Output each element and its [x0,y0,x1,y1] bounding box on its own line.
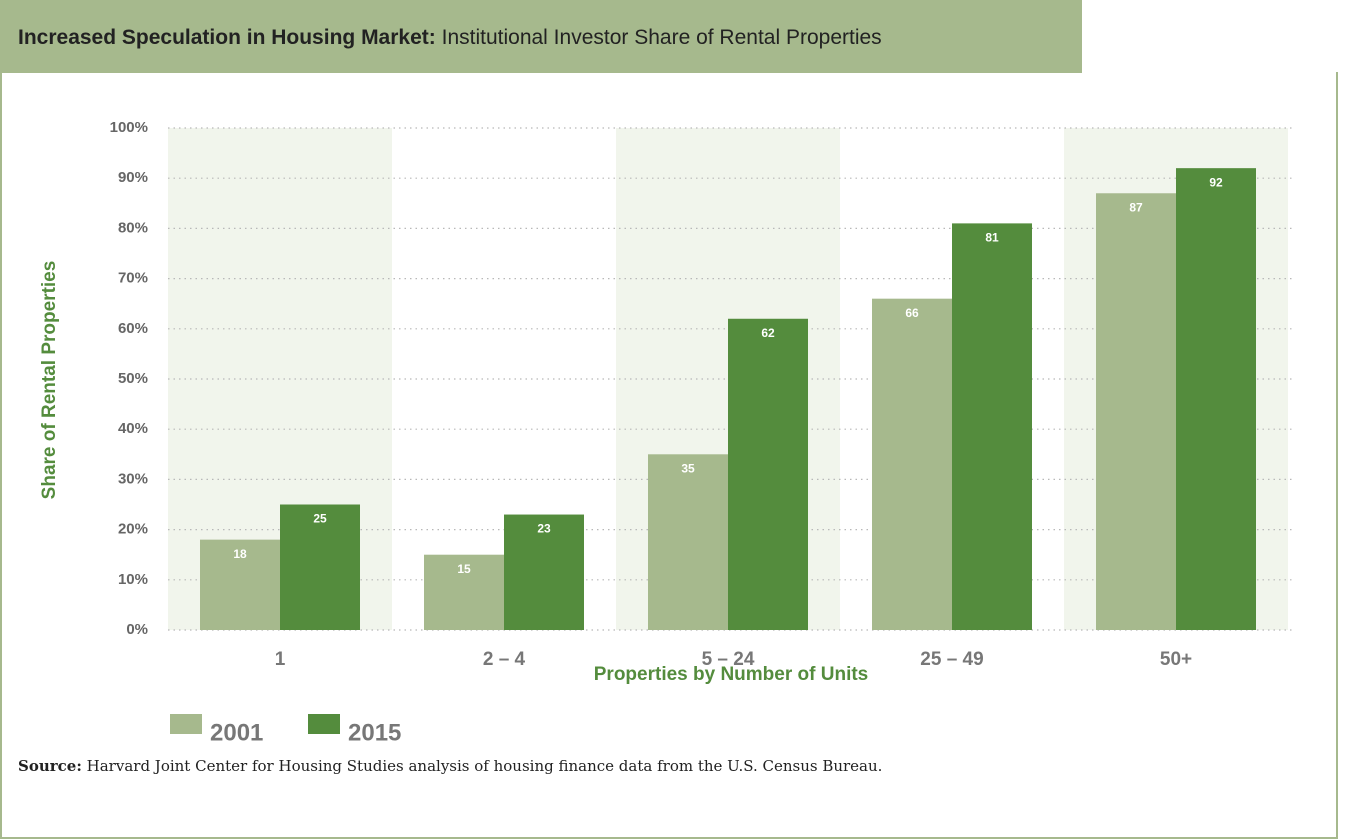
y-tick-label: 80% [118,219,148,236]
data-label: 25 [313,512,327,526]
bar [728,318,808,630]
data-label: 15 [457,562,471,576]
y-tick-label: 40% [118,420,148,437]
data-label: 87 [1129,200,1143,214]
data-label: 81 [985,231,999,245]
x-tick-label: 1 [275,649,286,670]
y-tick-label: 100% [110,119,148,136]
bar [648,454,728,630]
bar [280,504,360,630]
data-label: 23 [537,522,551,536]
chart-title: Increased Speculation in Housing Market: [18,26,436,49]
x-tick-label: 50+ [1160,649,1192,670]
header: Increased Speculation in Housing Market:… [0,0,1082,73]
chart-subtitle: Institutional Investor Share of Rental P… [441,26,882,49]
data-label: 18 [233,547,247,561]
legend-swatch [308,714,340,734]
x-axis-label: Properties by Number of Units [594,664,869,685]
y-tick-label: 90% [118,169,148,186]
y-tick-label: 10% [118,571,148,588]
bar [504,514,584,630]
y-axis-label: Share of Rental Properties [39,261,60,500]
source-label: Source: [18,757,82,775]
x-tick-label: 2 – 4 [483,649,526,670]
y-tick-label: 0% [126,621,148,638]
bar [872,298,952,630]
y-tick-label: 30% [118,470,148,487]
bar [1096,193,1176,630]
data-label: 35 [681,461,695,475]
legend-swatch [170,714,202,734]
bar [200,539,280,630]
y-tick-label: 20% [118,521,148,538]
y-tick-label: 50% [118,370,148,387]
x-tick-label: 25 – 49 [920,649,983,670]
bar [1176,168,1256,630]
data-label: 66 [905,306,919,320]
bar [952,223,1032,630]
legend-label: 2015 [348,719,401,746]
legend-label: 2001 [210,719,263,746]
y-tick-label: 60% [118,320,148,337]
bar [424,554,504,630]
source-text: Harvard Joint Center for Housing Studies… [86,757,883,775]
x-tick-label: 5 – 24 [702,649,755,670]
y-tick-label: 70% [118,270,148,287]
data-label: 92 [1209,175,1223,189]
frame [0,72,1338,839]
source: Source: Harvard Joint Center for Housing… [18,757,882,775]
data-label: 62 [761,326,775,340]
